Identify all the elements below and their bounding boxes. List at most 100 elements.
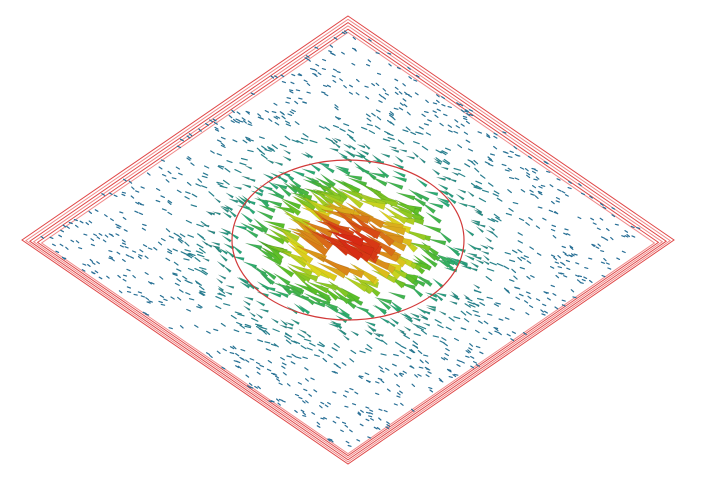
vector-glyph	[465, 297, 473, 302]
vector-glyph	[256, 371, 261, 375]
vector-glyph	[172, 248, 178, 252]
vector-glyph	[302, 101, 307, 104]
vector-glyph	[434, 161, 442, 165]
vector-glyph	[528, 305, 534, 308]
vector-glyph	[244, 323, 252, 327]
vector-glyph	[465, 139, 471, 143]
vector-glyph	[281, 115, 286, 120]
vector-glyph	[517, 256, 523, 262]
vector-glyph	[531, 185, 537, 189]
vector-glyph	[167, 211, 173, 216]
vector-glyph	[332, 124, 340, 129]
vector-glyph	[313, 389, 318, 393]
vector-glyph	[343, 123, 350, 127]
vector-glyph	[490, 153, 495, 156]
vector-glyph	[363, 143, 371, 150]
vector-glyph	[246, 177, 256, 183]
vector-glyph	[365, 96, 370, 100]
vector-glyph	[115, 233, 120, 236]
vector-glyph	[384, 92, 389, 96]
vector-glyph	[261, 145, 267, 151]
vector-glyph	[399, 372, 405, 375]
vector-glyph	[309, 342, 316, 347]
vector-glyph	[239, 324, 245, 329]
vector-glyph	[198, 128, 202, 132]
vector-glyph	[463, 318, 470, 323]
vector-glyph	[159, 294, 165, 298]
vector-glyph	[525, 312, 530, 316]
vector-glyph	[361, 126, 368, 130]
vector-glyph	[135, 190, 140, 193]
vector-glyph	[409, 365, 414, 369]
vector-glyph	[440, 357, 446, 361]
vector-glyph	[161, 208, 167, 211]
vector-glyph	[121, 239, 126, 243]
vector-glyph	[134, 210, 139, 214]
vector-glyph	[199, 291, 206, 296]
vector-glyph	[273, 116, 279, 120]
vector-glyph	[478, 197, 487, 203]
vector-glyph	[162, 174, 167, 177]
vector-glyph	[336, 70, 341, 74]
vector-glyph	[276, 398, 280, 402]
vector-glyph	[341, 362, 347, 366]
vector-glyph	[437, 183, 449, 191]
vector-glyph	[300, 345, 307, 350]
vector-glyph	[377, 377, 383, 381]
vector-glyph	[418, 157, 427, 164]
vector-glyph	[197, 253, 205, 258]
vector-glyph	[530, 193, 535, 196]
vector-glyph	[378, 100, 383, 103]
vector-glyph	[173, 261, 179, 266]
vector-glyph	[464, 254, 475, 261]
vector-glyph	[187, 156, 192, 160]
vector-glyph	[502, 151, 508, 154]
vector-glyph	[402, 83, 406, 87]
vector-glyph	[139, 249, 144, 253]
vector-glyph	[550, 284, 555, 288]
vector-glyph	[463, 117, 468, 121]
vector-glyph	[286, 383, 291, 387]
vector-glyph	[235, 120, 240, 124]
vector-glyph	[222, 211, 232, 219]
vector-glyph	[475, 185, 483, 190]
vector-glyph	[271, 144, 278, 150]
vector-glyph	[218, 231, 229, 236]
vector-glyph	[346, 133, 354, 139]
vector-glyph	[247, 120, 252, 124]
vector-glyph	[460, 327, 467, 331]
vector-glyph	[543, 161, 548, 164]
vector-glyph	[438, 377, 443, 382]
vector-glyph	[334, 104, 339, 108]
vector-glyph	[196, 223, 204, 228]
vector-glyph	[595, 246, 600, 249]
vector-glyph	[402, 98, 407, 102]
vector-glyph	[304, 151, 314, 159]
vector-glyph	[323, 84, 328, 88]
vector-glyph	[258, 204, 276, 213]
vector-glyph	[624, 235, 629, 238]
vector-glyph	[255, 313, 264, 320]
vector-glyph	[282, 171, 295, 182]
vector-glyph	[411, 408, 415, 412]
vector-glyph	[225, 285, 235, 289]
vector-glyph	[566, 233, 571, 236]
vector-glyph	[138, 254, 143, 257]
vector-glyph	[320, 173, 337, 188]
vector-glyph	[316, 162, 330, 168]
vector-glyph	[388, 291, 406, 300]
vector-glyph	[323, 416, 328, 420]
vector-glyph	[118, 290, 123, 294]
vector-glyph	[557, 188, 562, 192]
vector-glyph	[308, 393, 312, 397]
vector-glyph	[353, 48, 357, 52]
vector-glyph	[378, 408, 383, 411]
vector-glyph	[318, 125, 325, 129]
vector-glyph	[237, 195, 248, 204]
border-line	[21, 15, 675, 465]
vector-glyph	[464, 228, 475, 237]
vector-glyph	[93, 233, 98, 237]
vector-glyph	[399, 149, 408, 153]
vector-glyph	[407, 66, 411, 70]
vector-glyph	[264, 341, 271, 344]
